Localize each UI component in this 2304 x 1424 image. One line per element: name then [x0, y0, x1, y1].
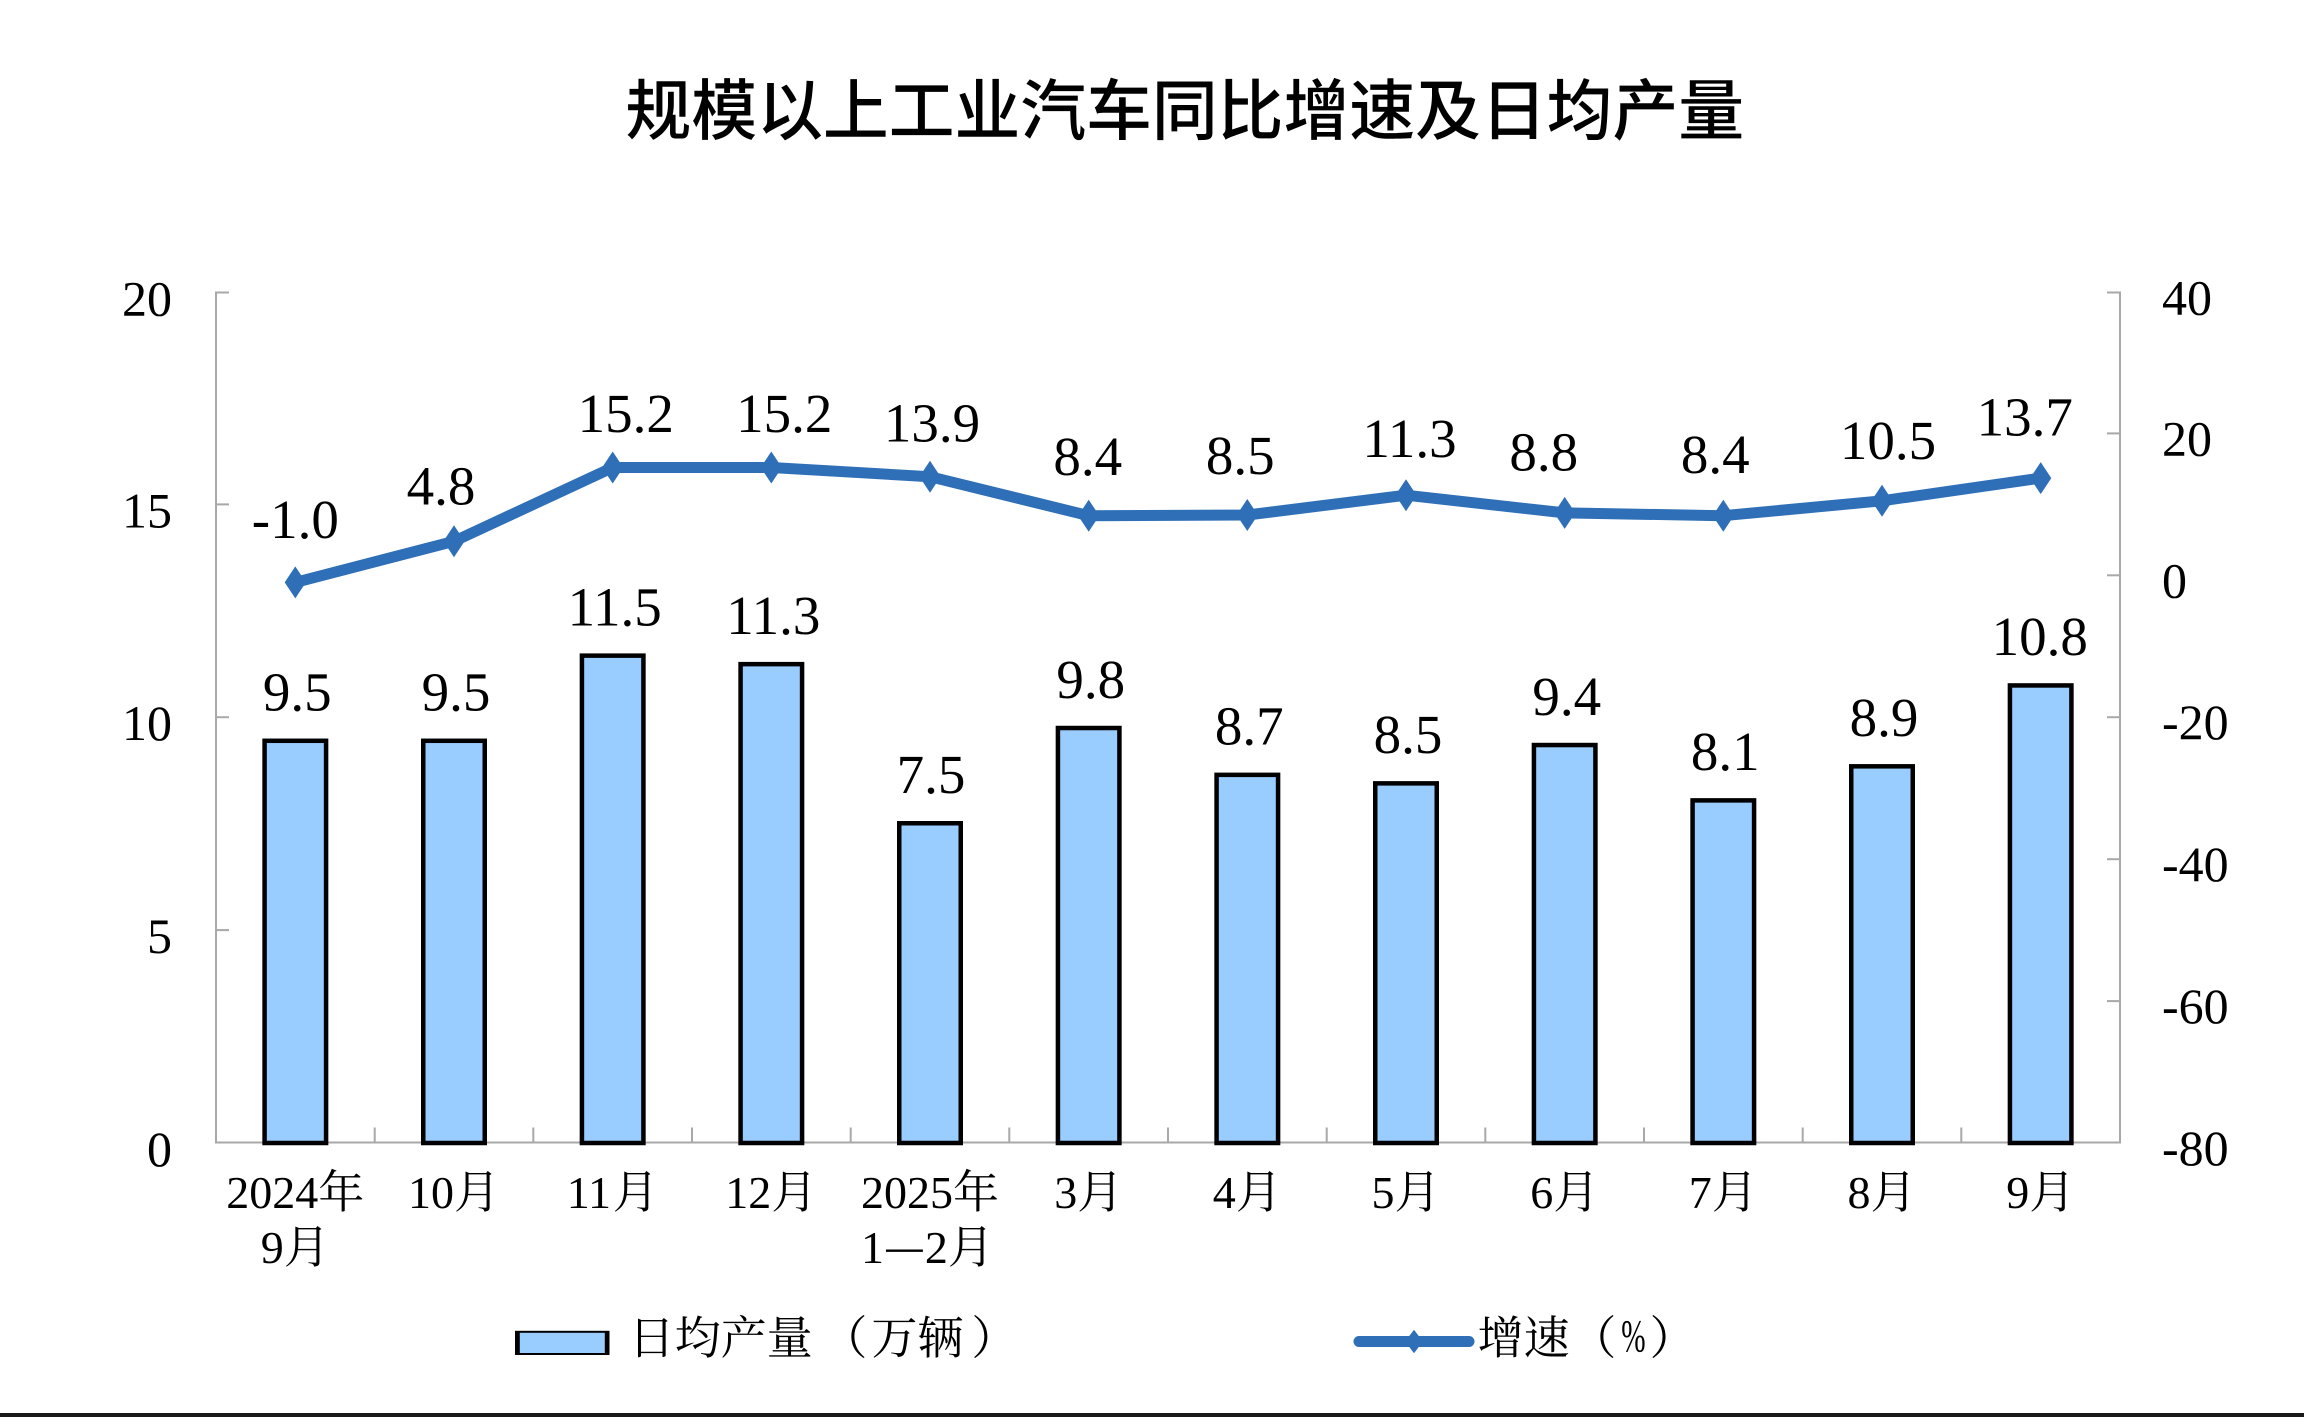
svg-text:2025: 2025 — [861, 1167, 953, 1218]
svg-text:4: 4 — [1213, 1167, 1236, 1218]
svg-text:9: 9 — [261, 1222, 284, 1273]
svg-text:2024: 2024 — [226, 1167, 318, 1218]
svg-text:8.8: 8.8 — [1509, 421, 1578, 482]
svg-text:0: 0 — [2162, 552, 2187, 608]
svg-text:15.2: 15.2 — [578, 383, 674, 444]
svg-text:8.5: 8.5 — [1206, 425, 1275, 486]
svg-text:8.4: 8.4 — [1681, 424, 1750, 485]
svg-text:8.7: 8.7 — [1215, 696, 1284, 757]
svg-text:-20: -20 — [2162, 694, 2229, 750]
svg-text:3: 3 — [1054, 1167, 1077, 1218]
svg-text:8: 8 — [1848, 1167, 1871, 1218]
svg-text:11: 11 — [567, 1167, 611, 1218]
svg-text:15: 15 — [122, 482, 172, 538]
svg-text:40: 40 — [2162, 270, 2212, 326]
svg-text:10.8: 10.8 — [1992, 606, 2088, 667]
svg-text:10: 10 — [122, 695, 172, 751]
svg-text:-1.0: -1.0 — [252, 489, 339, 550]
svg-text:8.9: 8.9 — [1850, 687, 1919, 748]
svg-text:2: 2 — [925, 1222, 948, 1273]
svg-text:11.5: 11.5 — [568, 576, 662, 637]
svg-text:11.3: 11.3 — [1362, 408, 1456, 469]
svg-text:9.5: 9.5 — [422, 662, 491, 723]
svg-text:-40: -40 — [2162, 836, 2229, 892]
svg-text:20: 20 — [122, 271, 172, 327]
svg-text:9.5: 9.5 — [263, 662, 332, 723]
svg-text:9: 9 — [2006, 1167, 2029, 1218]
svg-text:13.9: 13.9 — [884, 393, 980, 454]
svg-text:8.4: 8.4 — [1053, 426, 1122, 487]
svg-text:11.3: 11.3 — [726, 585, 820, 646]
svg-text:9.4: 9.4 — [1532, 666, 1601, 727]
svg-text:7.5: 7.5 — [897, 744, 966, 805]
svg-text:0: 0 — [147, 1121, 172, 1177]
svg-text:1: 1 — [861, 1222, 884, 1273]
svg-text:5: 5 — [147, 908, 172, 964]
svg-text:8.5: 8.5 — [1374, 704, 1443, 765]
svg-text:6: 6 — [1530, 1167, 1553, 1218]
svg-text:-60: -60 — [2162, 978, 2229, 1034]
svg-text:-80: -80 — [2162, 1120, 2229, 1176]
svg-text:4.8: 4.8 — [407, 456, 476, 517]
svg-text:10.5: 10.5 — [1840, 410, 1936, 471]
svg-text:13.7: 13.7 — [1977, 387, 2073, 448]
svg-text:9.8: 9.8 — [1056, 649, 1125, 710]
svg-text:15.2: 15.2 — [736, 383, 832, 444]
svg-text:5: 5 — [1372, 1167, 1395, 1218]
svg-text:7: 7 — [1689, 1167, 1712, 1218]
svg-text:12: 12 — [725, 1167, 771, 1218]
svg-text:20: 20 — [2162, 410, 2212, 466]
svg-text:10: 10 — [408, 1167, 454, 1218]
svg-text:8.1: 8.1 — [1691, 721, 1760, 782]
